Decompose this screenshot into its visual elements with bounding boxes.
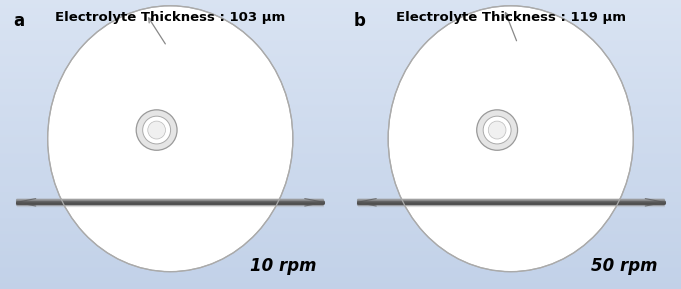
Ellipse shape <box>483 116 511 144</box>
Text: Electrolyte Thickness : 103 μm: Electrolyte Thickness : 103 μm <box>55 11 285 24</box>
Ellipse shape <box>388 6 633 272</box>
Ellipse shape <box>143 116 170 144</box>
Ellipse shape <box>477 110 518 150</box>
Text: b: b <box>354 12 366 29</box>
Ellipse shape <box>148 121 165 139</box>
Text: 10 rpm: 10 rpm <box>250 257 317 275</box>
Text: Electrolyte Thickness : 119 μm: Electrolyte Thickness : 119 μm <box>396 11 626 24</box>
Text: 50 rpm: 50 rpm <box>590 257 657 275</box>
Ellipse shape <box>136 110 177 150</box>
Ellipse shape <box>48 6 293 272</box>
Ellipse shape <box>488 121 506 139</box>
Text: a: a <box>14 12 25 29</box>
